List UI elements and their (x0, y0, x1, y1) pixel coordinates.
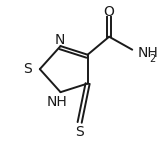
Text: NH: NH (138, 46, 159, 60)
Text: N: N (55, 33, 65, 47)
Text: NH: NH (46, 94, 67, 109)
Text: 2: 2 (150, 54, 156, 64)
Text: S: S (75, 125, 84, 139)
Text: S: S (23, 62, 32, 76)
Text: O: O (104, 5, 115, 19)
